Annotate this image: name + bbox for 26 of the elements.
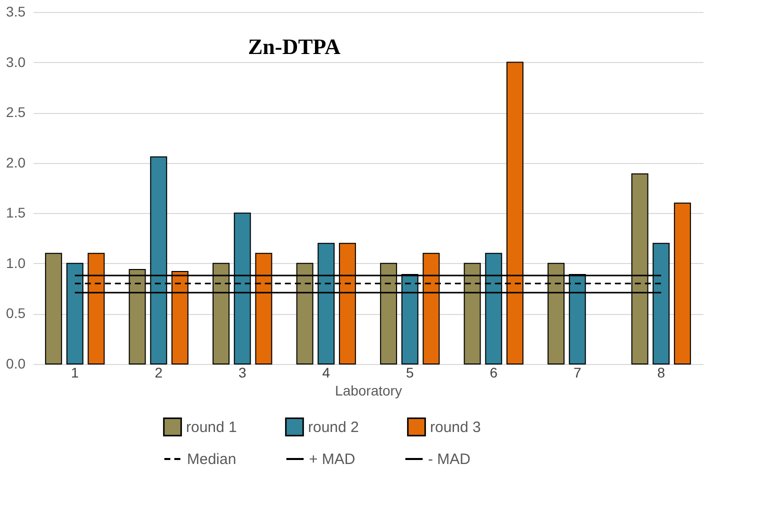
y-tick-label: 1.5 — [6, 204, 26, 221]
text: Zn-DTPA — [248, 34, 341, 59]
legend-label: round 2 — [308, 418, 359, 436]
x-tick-label: 3 — [238, 364, 246, 380]
legend-label: + MAD — [309, 451, 356, 468]
x-tick-label: 7 — [573, 364, 582, 380]
x-tick-label: 4 — [322, 364, 330, 380]
y-tick-label: 3.0 — [6, 54, 26, 70]
x-tick-label: 6 — [490, 364, 498, 380]
y-tick-label: 2.0 — [6, 154, 26, 170]
y-tick-label: 1.0 — [6, 254, 26, 271]
x-tick-label: 5 — [406, 364, 414, 380]
x-axis-title: Laboratory — [335, 382, 402, 398]
y-tick-label: 2.5 — [6, 104, 26, 120]
x-tick-label: 2 — [154, 364, 163, 380]
legend-label: round 1 — [186, 418, 237, 436]
legend-label: Median — [187, 451, 236, 468]
y-tick-label: 0.5 — [6, 305, 26, 322]
x-tick-label: 8 — [657, 364, 666, 380]
x-tick-label: 1 — [70, 364, 79, 380]
y-tick-label: 3.5 — [6, 4, 26, 20]
bar — [45, 252, 62, 364]
legend-label: - MAD — [428, 451, 471, 468]
bar — [674, 202, 691, 364]
legend-label: round 3 — [430, 418, 481, 436]
y-tick-label: 0.0 — [6, 356, 26, 372]
